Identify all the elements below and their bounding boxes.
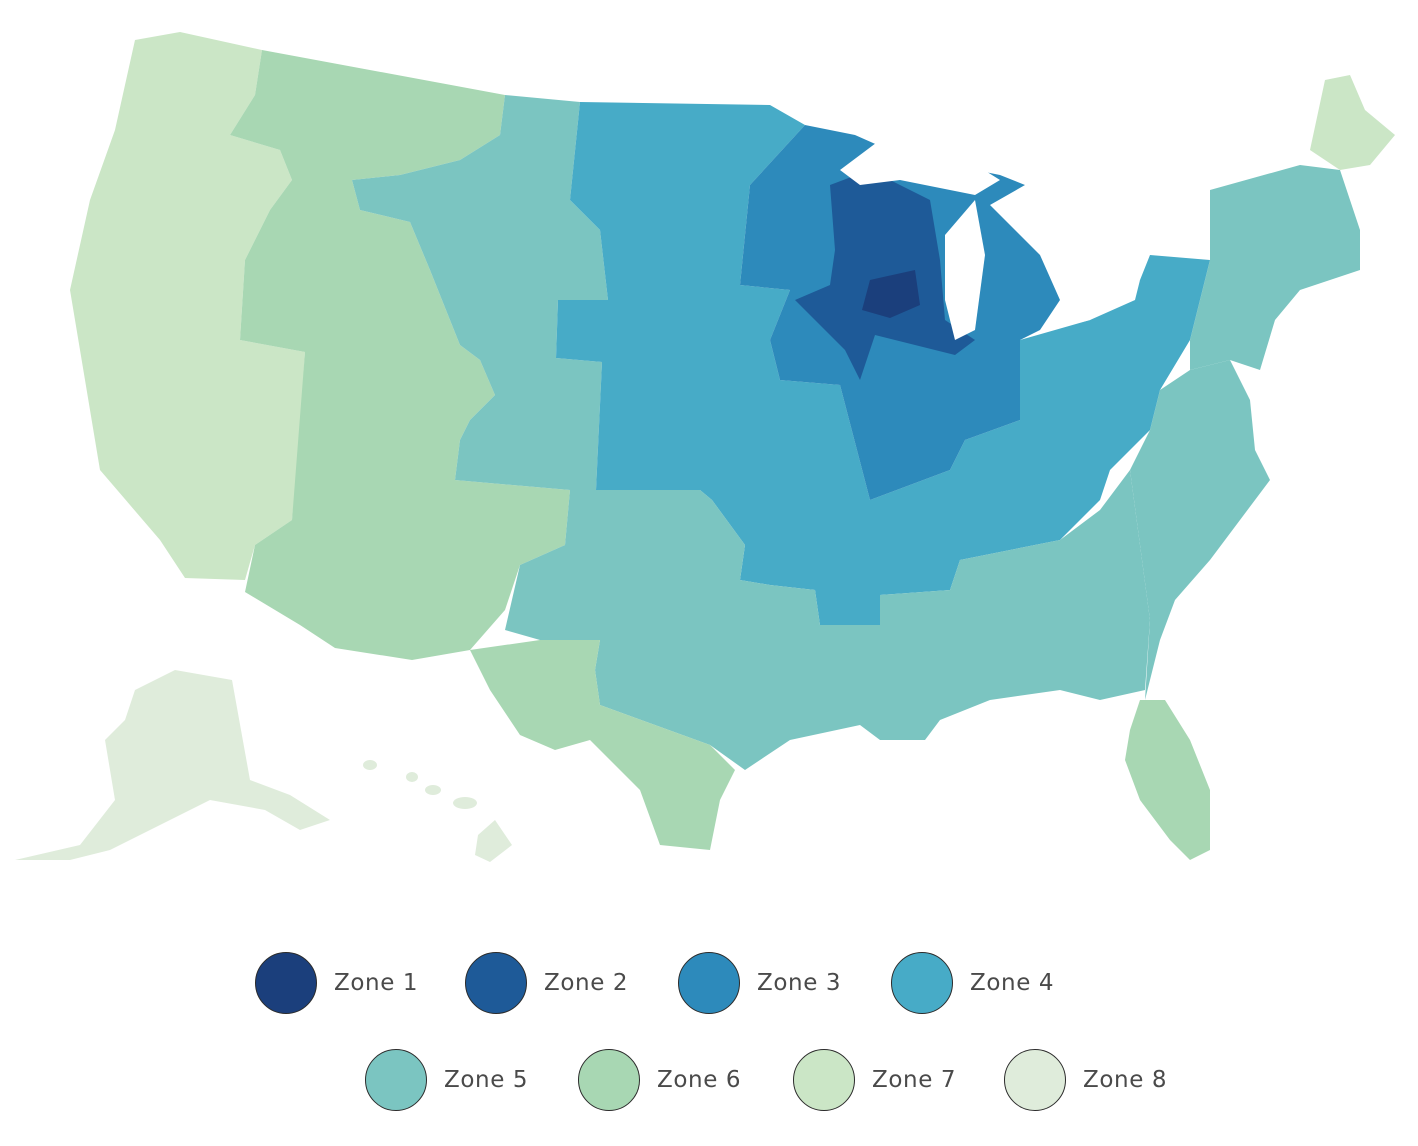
legend-swatch [255,952,317,1014]
region-hawaii-maui [453,797,477,809]
legend-item-zone-8: Zone 8 [1004,1047,1167,1113]
legend-item-zone-7: Zone 7 [793,1047,956,1113]
region-hawaii-niihau [363,760,377,770]
legend-item-zone-6: Zone 6 [578,1047,741,1113]
region-hawaii-kauai [406,772,418,782]
legend-label: Zone 3 [757,970,842,996]
legend-item-zone-1: Zone 1 [255,950,418,1016]
region-hawaii-big-island [475,820,512,862]
legend-label: Zone 8 [1083,1067,1168,1093]
legend-label: Zone 2 [544,970,629,996]
legend-item-zone-2: Zone 2 [465,950,628,1016]
region-mountain-west [230,50,570,660]
legend-row: Zone 5 Zone 6 Zone 7 Zone 8 [0,1047,1418,1117]
legend-swatch [678,952,740,1014]
region-maine [1310,75,1395,170]
legend-label: Zone 6 [657,1067,742,1093]
legend-label: Zone 7 [872,1067,957,1093]
legend-row: Zone 1 Zone 2 Zone 3 Zone 4 [0,950,1418,1020]
legend-swatch [891,952,953,1014]
region-northwoods [795,170,975,380]
region-northern-plains-west [352,95,608,490]
region-alaska [15,670,330,860]
legend-label: Zone 1 [334,970,419,996]
lake-superior [840,140,1000,195]
region-wisconsin-core [862,270,920,318]
legend-swatch [1004,1049,1066,1111]
legend-swatch [365,1049,427,1111]
region-florida [1125,700,1210,860]
legend-swatch [578,1049,640,1111]
legend-swatch [465,952,527,1014]
legend-label: Zone 4 [970,970,1055,996]
region-texas [470,640,735,850]
region-southeast [1130,360,1270,700]
region-hawaii-oahu [425,785,441,795]
legend-swatch [793,1049,855,1111]
region-pacific-coast [70,32,305,580]
legend-item-zone-3: Zone 3 [678,950,841,1016]
legend-item-zone-5: Zone 5 [365,1047,528,1113]
region-plains-and-ohio-valley [556,102,1210,625]
lake-michigan [945,200,985,340]
legend-label: Zone 5 [444,1067,529,1093]
region-south-central [505,470,1150,770]
region-northeast [1190,165,1360,370]
us-zone-map [15,32,1395,862]
legend-item-zone-4: Zone 4 [891,950,1054,1016]
lake-erie [1050,280,1140,330]
